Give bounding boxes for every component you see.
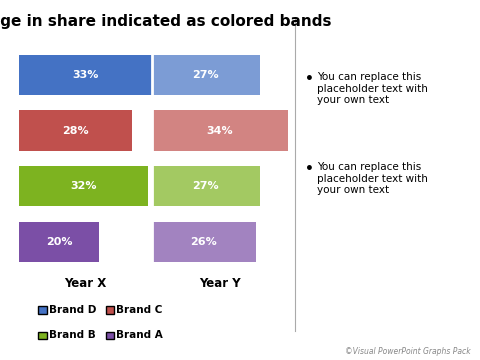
Text: ©Visual PowerPoint Graphs Pack: ©Visual PowerPoint Graphs Pack <box>345 347 470 356</box>
Bar <box>19 55 152 95</box>
Text: Change in share indicated as colored bands: Change in share indicated as colored ban… <box>0 14 331 30</box>
Text: You can replace this
placeholder text with
your own text: You can replace this placeholder text wi… <box>317 162 428 195</box>
Bar <box>152 111 288 150</box>
Text: Year Y: Year Y <box>199 277 240 290</box>
Text: 20%: 20% <box>46 237 72 247</box>
Text: 28%: 28% <box>62 126 89 135</box>
Bar <box>19 222 99 262</box>
Text: 33%: 33% <box>72 70 98 80</box>
Text: 27%: 27% <box>192 70 219 80</box>
Bar <box>152 166 260 206</box>
Text: Brand B: Brand B <box>49 330 96 340</box>
Text: •: • <box>305 72 313 86</box>
Text: 27%: 27% <box>192 181 219 191</box>
Bar <box>19 166 147 206</box>
Text: Brand A: Brand A <box>116 330 163 340</box>
Text: 26%: 26% <box>191 237 217 247</box>
Text: Brand D: Brand D <box>49 305 96 315</box>
Bar <box>152 55 260 95</box>
Bar <box>152 222 256 262</box>
Text: Year X: Year X <box>64 277 107 290</box>
Text: 32%: 32% <box>70 181 96 191</box>
Text: Brand C: Brand C <box>116 305 163 315</box>
Text: You can replace this
placeholder text with
your own text: You can replace this placeholder text wi… <box>317 72 428 105</box>
Text: •: • <box>305 162 313 176</box>
Text: 34%: 34% <box>206 126 233 135</box>
Bar <box>19 111 132 150</box>
